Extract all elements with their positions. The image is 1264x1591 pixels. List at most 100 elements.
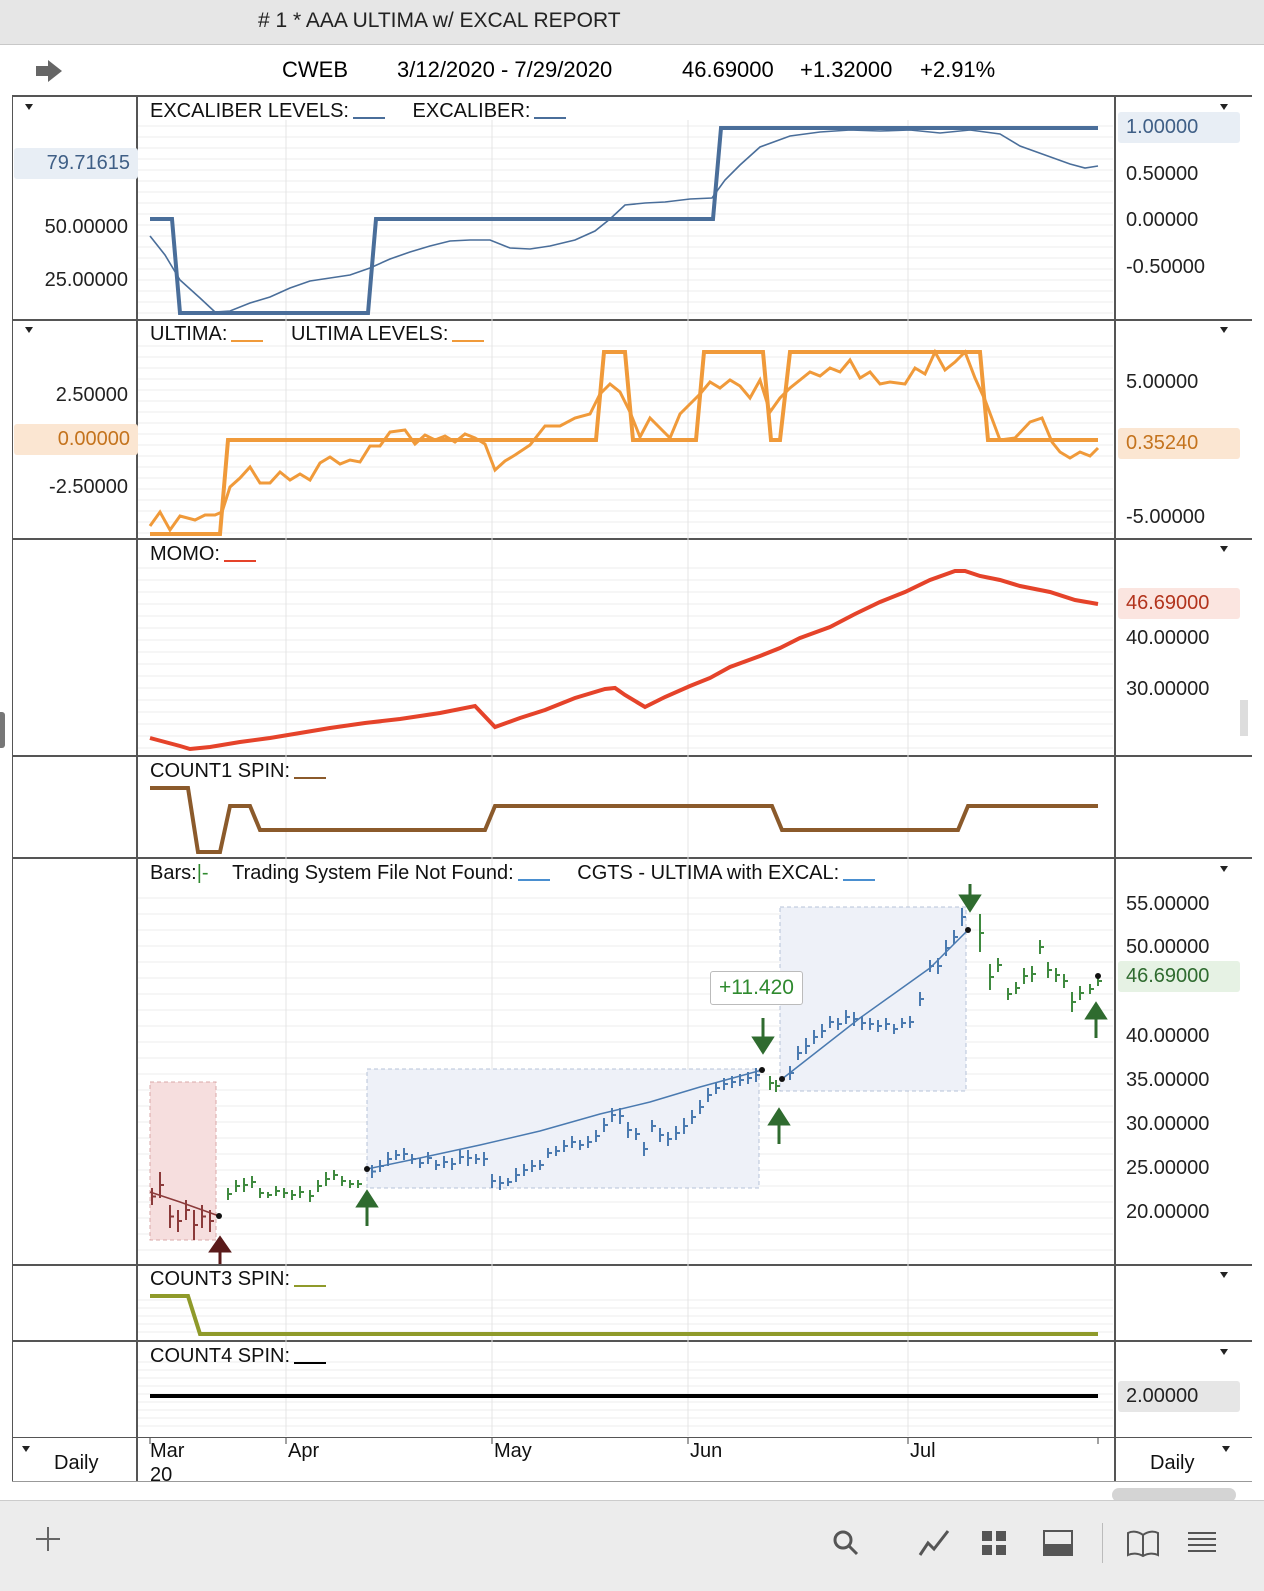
axis-tick-label: 5.00000 [1126,371,1199,393]
horizontal-scrollbar[interactable] [1112,1488,1236,1502]
period-menu-icon[interactable] [22,1446,30,1452]
period-selector-left[interactable]: Daily [54,1452,99,1474]
window-titlebar: # 1 * AAA ULTIMA w/ EXCAL REPORT [0,0,1264,45]
pane-menu-icon[interactable] [25,327,33,333]
list-icon[interactable] [1186,1529,1218,1557]
axis-tick-label: 40.00000 [1126,1025,1210,1047]
toolbar-separator [1102,1523,1103,1563]
momo-value-tag: 46.69000 [1118,588,1240,619]
legend-trading-system[interactable]: Trading System File Not Found: [232,862,514,884]
month-label: Jun [690,1440,723,1462]
trade-trendline [366,1069,763,1170]
momo-legend: MOMO: [150,543,256,566]
plus-icon[interactable] [34,1525,62,1553]
axis-tick-label: 20.00000 [1126,1201,1210,1223]
pane-menu-icon[interactable] [1220,104,1228,110]
axis-tick-label: 35.00000 [1126,1069,1210,1091]
ultima-line [148,348,1100,533]
count4-value-tag: 2.00000 [1118,1381,1240,1412]
pane-divider[interactable] [12,1340,1252,1342]
period-selector-right[interactable]: Daily [1150,1452,1195,1474]
buy-arrow-icon [767,1107,791,1144]
last-price: 46.69000 [682,57,774,82]
axis-tick-label: 25.00000 [44,269,128,291]
axis-tick-label: 25.00000 [1126,1157,1210,1179]
symbol: CWEB [282,57,348,82]
quote-header: CWEB 3/12/2020 - 7/29/2020 46.69000 +1.3… [12,45,1252,97]
pane-divider[interactable] [12,857,1252,859]
pane-divider[interactable] [12,755,1252,757]
trade-marker [216,1213,222,1219]
frame-left [12,96,13,1482]
legend-excaliber[interactable]: EXCALIBER: [412,100,531,122]
buy-arrow-icon [355,1189,379,1226]
axis-tick-label: 0.00000 [1126,209,1199,231]
sell-arrow-icon [958,884,982,913]
pane-menu-icon[interactable] [1220,866,1228,872]
count4-legend: COUNT4 SPIN: [150,1345,327,1368]
time-axis-divider [12,1437,1252,1438]
pane-menu-icon[interactable] [1220,327,1228,333]
panel-icon[interactable] [1042,1529,1074,1557]
legend-count4[interactable]: COUNT4 SPIN: [150,1345,291,1367]
bottom-toolbar [0,1500,1264,1591]
exit-arrow-icon [208,1235,232,1264]
month-label: Mar [150,1440,185,1462]
search-icon[interactable] [832,1529,860,1557]
frame-bottom [12,1481,1252,1482]
excaliber-legend: EXCALIBER LEVELS: EXCALIBER: [150,100,567,123]
left-axis-divider [136,96,138,1482]
chart-line-icon[interactable] [918,1529,950,1557]
ultima-value-tag: 0.00000 [14,424,138,455]
go-arrow-icon[interactable] [34,59,64,83]
legend-bars[interactable]: Bars: [150,862,197,884]
legend-ultima[interactable]: ULTIMA: [150,323,228,345]
pane-menu-icon[interactable] [25,104,33,110]
trade-profit-label: +11.420 [710,971,803,1005]
window-title: # 1 * AAA ULTIMA w/ EXCAL REPORT [258,9,621,32]
right-axis-divider [1114,96,1116,1482]
legend-ultima-levels[interactable]: ULTIMA LEVELS: [290,323,449,345]
pane-divider[interactable] [12,319,1252,321]
count3-legend: COUNT3 SPIN: [150,1268,327,1291]
pane-menu-icon[interactable] [1220,1349,1228,1355]
trade-marker [364,1166,370,1172]
ultima-legend: ULTIMA: ULTIMA LEVELS: [150,323,485,346]
book-icon[interactable] [1126,1529,1160,1558]
ultima-levels-value-tag: 0.35240 [1118,428,1240,459]
axis-tick-label: 30.00000 [1126,678,1210,700]
pane-divider[interactable] [12,538,1252,540]
month-label: May [494,1440,532,1462]
count1-legend: COUNT1 SPIN: [150,760,327,783]
pane-menu-icon[interactable] [1220,546,1228,552]
grid-icon[interactable] [980,1529,1008,1557]
axis-tick-label: 40.00000 [1126,627,1210,649]
legend-bars-swatch: |- [196,862,209,884]
axis-tick-label: -2.50000 [49,476,128,498]
trade-marker [1095,973,1101,979]
legend-count1[interactable]: COUNT1 SPIN: [150,760,291,782]
axis-tick-label: 50.00000 [1126,936,1210,958]
excaliber-levels-line [150,126,1098,315]
period-menu-icon[interactable] [1222,1446,1230,1452]
axis-tick-label: -5.00000 [1126,506,1205,528]
year-label: 20 [150,1464,173,1486]
price-value-tag: 46.69000 [1118,961,1240,992]
trade-marker [779,1076,785,1082]
buy-arrow-icon [1084,1001,1108,1038]
excaliber-line [149,129,1099,313]
legend-count3[interactable]: COUNT3 SPIN: [150,1268,291,1290]
axis-tick-label: 50.00000 [44,216,128,238]
sidebar-handle[interactable] [0,712,5,748]
percent-change: +2.91% [920,57,996,82]
legend-momo[interactable]: MOMO: [150,543,220,565]
legend-excaliber-levels[interactable]: EXCALIBER LEVELS: [150,100,349,122]
month-label: Jul [910,1440,936,1462]
pane-menu-icon[interactable] [1220,1272,1228,1278]
count1-spin-line [150,786,1098,854]
trade-box [779,906,967,1092]
price-change: +1.32000 [800,57,893,82]
pane-divider[interactable] [12,1264,1252,1266]
legend-cgts[interactable]: CGTS - ULTIMA with EXCAL: [577,862,840,884]
